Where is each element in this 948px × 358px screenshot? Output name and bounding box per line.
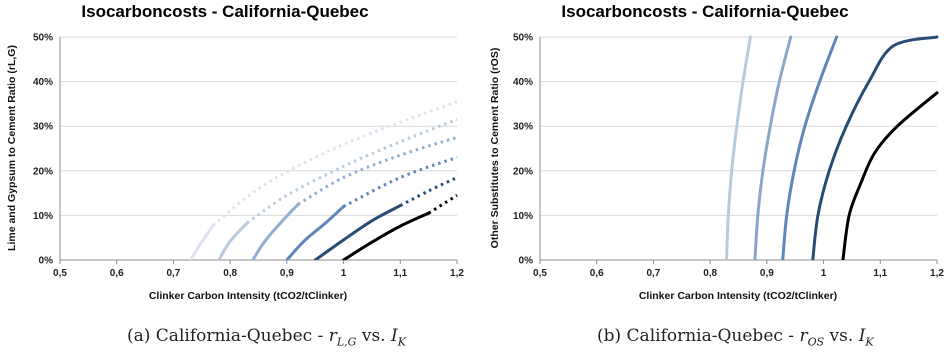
x-tick-label: 0,5 bbox=[53, 268, 67, 279]
caption-b-mid: vs. bbox=[824, 326, 859, 346]
series-group-b bbox=[725, 35, 939, 260]
y-tick-label: 20% bbox=[513, 166, 533, 177]
caption-a-var2: I bbox=[390, 326, 398, 346]
caption-a-mid: vs. bbox=[356, 326, 391, 346]
chart-panel-b: Isocarboncosts - California-Quebec 0,5 0,… bbox=[489, 2, 944, 302]
y-tick-labels-a: 0% 10% 20% 30% 40% 50% bbox=[33, 33, 53, 267]
x-axis-label-a: Clinker Carbon Intensity (tCO2/tClinker) bbox=[149, 290, 347, 302]
y-tick-label: 50% bbox=[33, 33, 53, 44]
x-tick-label: 1,2 bbox=[450, 268, 464, 279]
series-group-a bbox=[188, 100, 458, 260]
y-tick-label: 10% bbox=[513, 211, 533, 222]
y-tick-labels-b: 0% 10% 20% 30% 40% 50% bbox=[513, 33, 533, 267]
caption-b: (b) California-Quebec - rOS vs. IK bbox=[597, 326, 874, 348]
x-tick-label: 0,6 bbox=[590, 268, 604, 279]
x-tick-label: 0,8 bbox=[223, 268, 237, 279]
series-line bbox=[753, 35, 793, 260]
x-tick-labels-b: 0,5 0,6 0,7 0,8 0,9 1 1,1 1,2 bbox=[533, 268, 944, 279]
series-line bbox=[811, 35, 939, 260]
caption-a-var1: r bbox=[328, 326, 337, 346]
y-axis-label-a: Lime and Gypsum to Cement Ratio (rL,G) bbox=[6, 45, 18, 251]
series-line-dotted bbox=[399, 176, 458, 207]
x-tick-label: 0,7 bbox=[166, 268, 180, 279]
caption-b-sub1: OS bbox=[807, 335, 825, 349]
series-line bbox=[781, 35, 839, 260]
series-line-solid bbox=[285, 205, 346, 260]
x-tick-label: 0,9 bbox=[280, 268, 294, 279]
figure: Isocarboncosts - California-Quebec 0,5 0,… bbox=[6, 2, 944, 302]
x-tick-label: 1 bbox=[821, 268, 827, 279]
y-tick-label: 30% bbox=[513, 122, 533, 133]
x-tick-label: 0,7 bbox=[646, 268, 660, 279]
series-line-solid bbox=[188, 223, 215, 260]
caption-b-var2: I bbox=[858, 326, 866, 346]
series-line-solid bbox=[217, 221, 249, 260]
grid-a bbox=[60, 36, 457, 216]
chart-title-b: Isocarboncosts - California-Quebec bbox=[561, 2, 848, 21]
y-tick-label: 40% bbox=[513, 77, 533, 88]
y-tick-label: 30% bbox=[33, 122, 53, 133]
series-line bbox=[725, 35, 752, 260]
series-line-solid bbox=[313, 204, 402, 260]
chart-title-a: Isocarboncosts - California-Quebec bbox=[81, 2, 368, 21]
series-line-dotted bbox=[212, 100, 458, 227]
x-tick-label: 0,9 bbox=[760, 268, 774, 279]
y-tick-label: 0% bbox=[519, 256, 534, 267]
y-tick-label: 40% bbox=[33, 77, 53, 88]
x-tick-label: 1,1 bbox=[393, 268, 407, 279]
x-axis-label-b: Clinker Carbon Intensity (tCO2/tClinker) bbox=[639, 290, 837, 302]
y-tick-label: 50% bbox=[513, 33, 533, 44]
x-tick-labels-a: 0,5 0,6 0,7 0,8 0,9 1 1,1 1,2 bbox=[53, 268, 464, 279]
grid-b bbox=[540, 36, 937, 216]
caption-a-sub2: K bbox=[397, 335, 406, 349]
series-line-dotted bbox=[342, 155, 458, 208]
series-line-dotted bbox=[246, 118, 458, 225]
series-line-solid bbox=[342, 211, 431, 260]
x-tick-label: 0,5 bbox=[533, 268, 547, 279]
x-tick-label: 1 bbox=[341, 268, 347, 279]
axes-b bbox=[539, 37, 938, 264]
caption-a-prefix: (a) California-Quebec - bbox=[127, 326, 329, 346]
y-tick-label: 20% bbox=[33, 166, 53, 177]
caption-b-sub2: K bbox=[865, 335, 874, 349]
x-tick-label: 0,8 bbox=[703, 268, 717, 279]
caption-a-sub1: L,G bbox=[336, 335, 357, 349]
y-tick-label: 10% bbox=[33, 211, 53, 222]
caption-a: (a) California-Quebec - rL,G vs. IK bbox=[127, 326, 406, 348]
series-line-solid bbox=[251, 202, 300, 260]
x-tick-label: 1,1 bbox=[873, 268, 887, 279]
series-line bbox=[841, 91, 939, 260]
y-axis-label-b: Other Substitutes to Cement Ratio (rOS) bbox=[489, 48, 501, 249]
x-tick-label: 1,2 bbox=[930, 268, 944, 279]
chart-panel-a: Isocarboncosts - California-Quebec 0,5 0,… bbox=[6, 2, 464, 302]
y-tick-label: 0% bbox=[39, 256, 54, 267]
x-tick-label: 0,6 bbox=[110, 268, 124, 279]
caption-b-prefix: (b) California-Quebec - bbox=[597, 326, 800, 346]
caption-b-var1: r bbox=[799, 326, 808, 346]
axes-a bbox=[59, 37, 458, 264]
series-line-dotted bbox=[427, 194, 458, 215]
